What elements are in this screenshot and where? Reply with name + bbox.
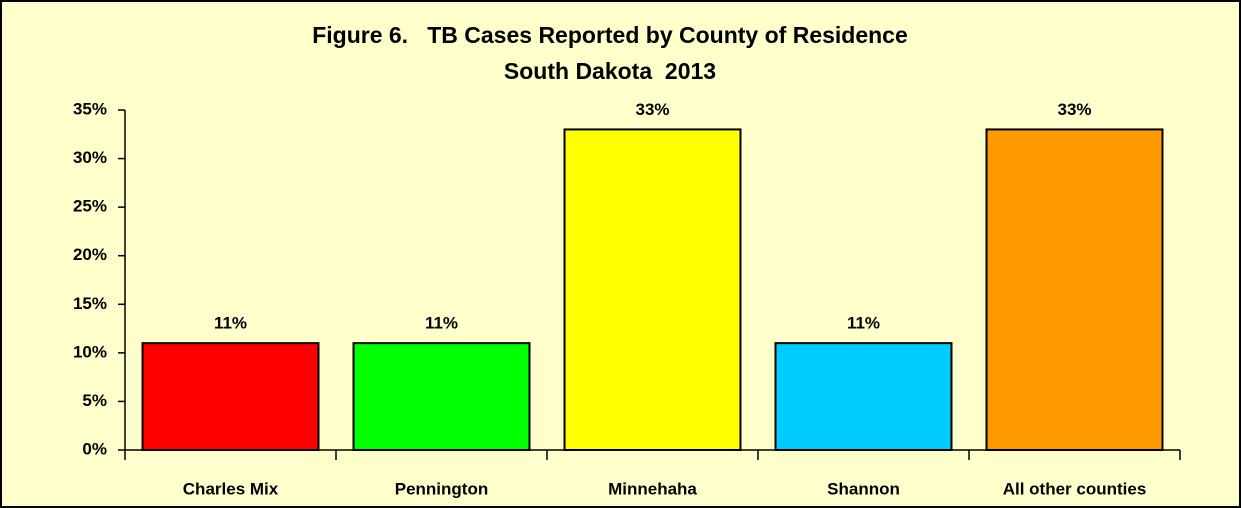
y-tick-label: 5% <box>82 391 107 410</box>
value-label: 11% <box>425 314 458 333</box>
x-tick-label: Charles Mix <box>183 479 279 498</box>
y-tick-label: 30% <box>73 148 107 167</box>
bar <box>352 342 531 451</box>
value-label: 11% <box>214 314 247 333</box>
value-label: 33% <box>1057 100 1091 119</box>
x-tick-label: All other counties <box>1003 479 1147 498</box>
y-tick-label: 0% <box>82 439 107 458</box>
value-label: 33% <box>635 100 669 119</box>
y-tick-label: 35% <box>73 99 107 118</box>
value-label: 11% <box>847 314 880 333</box>
y-tick-label: 20% <box>73 245 107 264</box>
y-tick-label: 25% <box>73 197 107 216</box>
bar <box>985 128 1164 452</box>
x-tick-label: Pennington <box>395 479 488 498</box>
chart-subtitle: South Dakota 2013 <box>504 58 716 84</box>
y-tick-label: 10% <box>73 342 107 361</box>
chart-title: Figure 6. TB Cases Reported by County of… <box>312 22 908 48</box>
x-tick-label: Minnehaha <box>608 479 697 498</box>
bar <box>563 128 742 452</box>
y-tick-label: 15% <box>73 294 107 313</box>
bar <box>141 342 320 451</box>
x-tick-label: Shannon <box>827 479 900 498</box>
bar <box>774 342 953 451</box>
